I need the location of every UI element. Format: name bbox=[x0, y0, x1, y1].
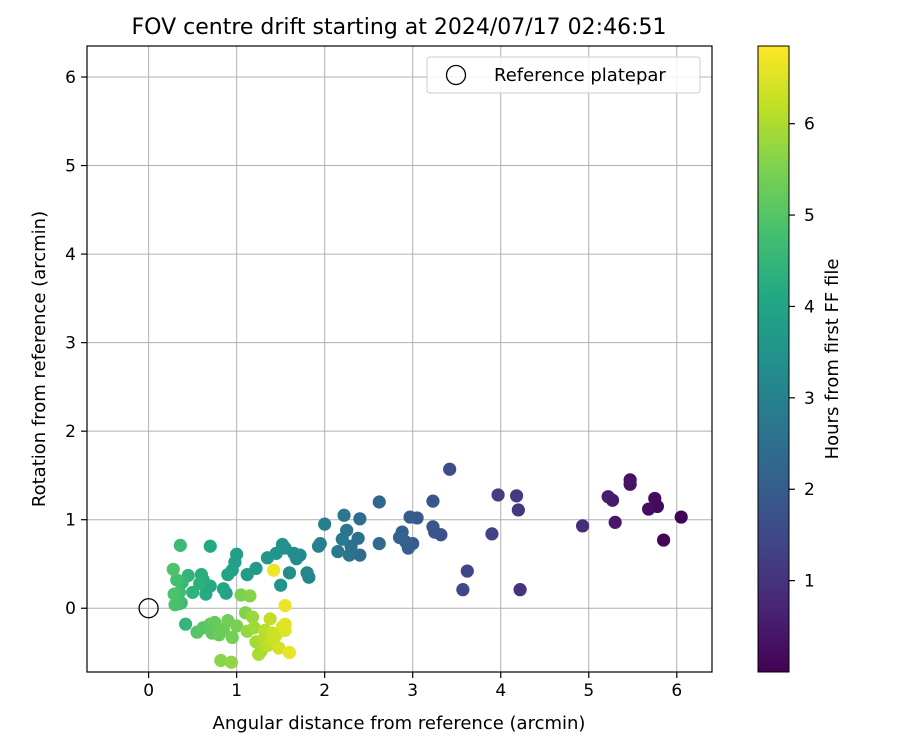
data-point bbox=[353, 548, 367, 562]
data-point bbox=[311, 539, 326, 553]
y-axis-label: Rotation from reference (arcmin) bbox=[29, 211, 50, 507]
data-point bbox=[337, 508, 351, 522]
legend-label: Reference platepar bbox=[494, 65, 666, 86]
x-axis-label: Angular distance from reference (arcmin) bbox=[213, 713, 586, 734]
colorbar-tick-label: 4 bbox=[804, 297, 815, 317]
chart-title: FOV centre drift starting at 2024/07/17 … bbox=[132, 15, 667, 40]
reference-layer bbox=[138, 598, 159, 619]
data-point bbox=[263, 612, 277, 626]
data-point bbox=[513, 583, 527, 597]
data-point bbox=[167, 587, 181, 601]
data-point bbox=[225, 630, 239, 645]
data-point bbox=[274, 578, 288, 592]
x-tick-label: 2 bbox=[319, 681, 330, 701]
data-point bbox=[260, 551, 275, 565]
legend: Reference platepar bbox=[426, 56, 701, 94]
points-layer bbox=[166, 462, 688, 669]
data-point bbox=[300, 566, 314, 580]
data-point bbox=[426, 494, 440, 508]
data-point bbox=[372, 537, 386, 551]
data-point bbox=[460, 564, 474, 578]
data-point bbox=[224, 655, 238, 669]
data-point bbox=[173, 538, 187, 552]
data-point bbox=[608, 515, 622, 529]
data-point bbox=[278, 617, 292, 631]
data-point bbox=[278, 598, 292, 613]
data-point bbox=[208, 615, 222, 630]
data-point bbox=[221, 568, 235, 582]
data-point bbox=[674, 510, 688, 524]
data-point bbox=[166, 562, 180, 576]
data-point bbox=[335, 532, 349, 546]
y-tick-label: 2 bbox=[65, 422, 76, 442]
data-point bbox=[485, 527, 499, 541]
data-point bbox=[203, 539, 217, 553]
data-point bbox=[243, 589, 257, 603]
data-point bbox=[178, 617, 193, 631]
x-tick-label: 6 bbox=[671, 681, 682, 701]
data-point bbox=[443, 462, 457, 476]
data-point bbox=[642, 502, 656, 516]
x-tick-label: 0 bbox=[143, 681, 154, 701]
data-point bbox=[170, 573, 184, 587]
colorbar-ticks: 1 2 3 4 5 6 bbox=[789, 115, 815, 592]
data-point bbox=[426, 520, 440, 534]
data-point bbox=[216, 582, 231, 596]
data-point bbox=[230, 619, 244, 633]
data-point bbox=[282, 645, 297, 660]
colorbar-label: Hours from first FF file bbox=[822, 259, 843, 460]
x-tick-label: 1 bbox=[231, 681, 242, 701]
data-point bbox=[342, 548, 356, 562]
colorbar-tick-label: 3 bbox=[804, 389, 815, 409]
colorbar-tick-label: 2 bbox=[804, 480, 815, 500]
data-point bbox=[168, 598, 182, 612]
y-tick-label: 6 bbox=[65, 68, 76, 88]
data-point bbox=[392, 530, 407, 545]
data-point bbox=[331, 544, 345, 559]
data-point bbox=[509, 489, 524, 503]
x-tick-label: 3 bbox=[407, 681, 418, 701]
data-point bbox=[353, 512, 367, 526]
data-point bbox=[318, 517, 332, 531]
data-point bbox=[247, 621, 261, 635]
x-tick-label: 5 bbox=[583, 681, 594, 701]
y-tick-label: 0 bbox=[65, 599, 76, 619]
data-point bbox=[245, 610, 260, 624]
y-tick-label: 3 bbox=[65, 334, 76, 354]
data-point bbox=[656, 533, 671, 547]
x-tick-label: 4 bbox=[495, 681, 506, 701]
data-point bbox=[456, 583, 470, 597]
data-point bbox=[272, 641, 286, 655]
data-point bbox=[491, 488, 505, 502]
y-tick-label: 4 bbox=[65, 245, 76, 265]
data-point bbox=[601, 490, 615, 504]
x-axis: 0 1 2 3 4 5 6 bbox=[143, 672, 682, 701]
data-point bbox=[214, 653, 228, 668]
data-point bbox=[267, 563, 281, 577]
legend-box bbox=[426, 56, 701, 94]
legend-marker bbox=[445, 64, 467, 86]
colorbar bbox=[757, 45, 790, 673]
data-point bbox=[623, 477, 637, 491]
data-point bbox=[403, 510, 417, 524]
data-point bbox=[199, 587, 213, 601]
colorbar-tick-label: 6 bbox=[804, 115, 815, 135]
plot-frame bbox=[86, 45, 713, 673]
data-point bbox=[186, 585, 200, 599]
data-point bbox=[282, 566, 297, 580]
y-axis: 0 1 2 3 4 5 6 bbox=[65, 68, 87, 619]
data-point bbox=[648, 491, 662, 506]
data-point bbox=[372, 495, 386, 509]
y-tick-label: 1 bbox=[65, 511, 76, 531]
y-tick-label: 5 bbox=[65, 157, 76, 177]
data-point bbox=[193, 576, 207, 591]
colorbar-tick-label: 5 bbox=[804, 206, 815, 226]
colorbar-tick-label: 1 bbox=[804, 572, 815, 592]
data-point bbox=[575, 519, 590, 533]
reference-point-marker bbox=[138, 598, 159, 619]
data-point bbox=[511, 503, 525, 517]
data-point bbox=[240, 568, 254, 582]
